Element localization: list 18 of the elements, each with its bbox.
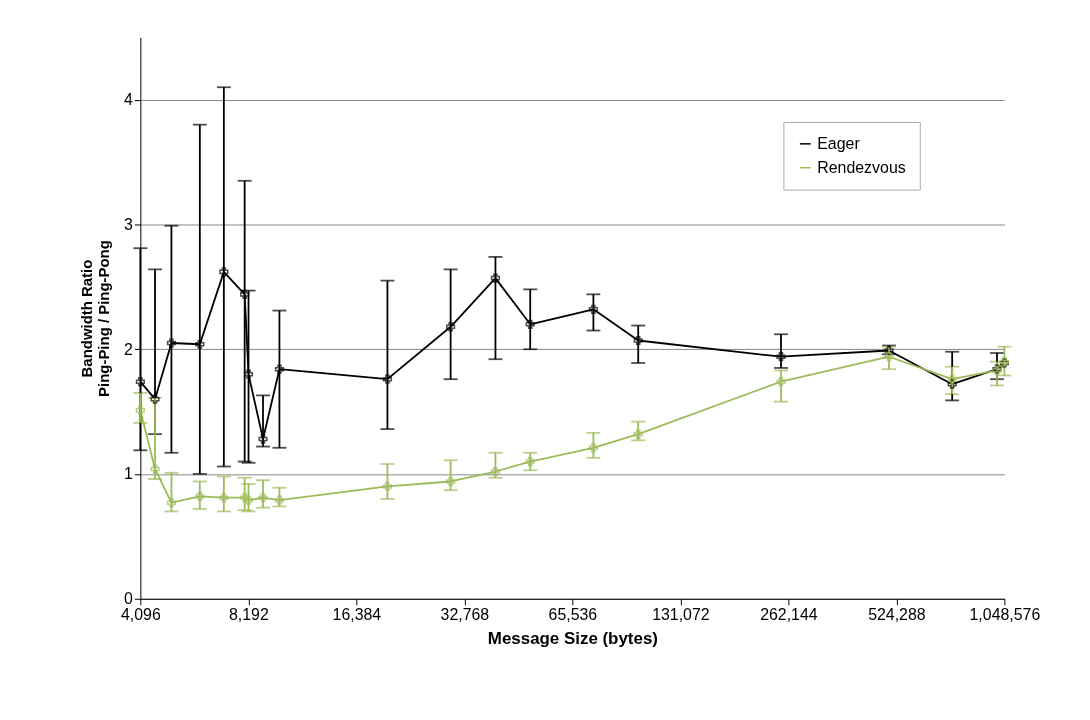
y-tick-label: 2	[124, 340, 134, 358]
x-tick-label: 8,192	[228, 606, 269, 624]
x-tick-label: 131,072	[652, 606, 710, 624]
y-tick-label: 1	[124, 465, 134, 483]
x-tick-label: 32,768	[440, 606, 490, 624]
y-tick-label: 3	[124, 215, 134, 233]
y-tick-label: 4	[124, 91, 134, 109]
x-tick-label: 1,048,576	[969, 606, 1041, 624]
x-axis-title: Message Size (bytes)	[487, 629, 658, 649]
y-axis-title: Bandwidth Ratio Ping-Ping / Ping-Pong	[78, 240, 113, 397]
y-tick-label: 0	[124, 590, 134, 608]
x-tick-label: 262,144	[760, 606, 818, 624]
x-tick-label: 65,536	[548, 606, 598, 624]
x-tick-label: 524,288	[868, 606, 926, 624]
x-tick-label: 16,384	[332, 606, 382, 624]
x-tick-label: 4,096	[120, 606, 161, 624]
legend-label: Rendezvous	[817, 158, 906, 176]
legend-label: Eager	[817, 134, 861, 152]
